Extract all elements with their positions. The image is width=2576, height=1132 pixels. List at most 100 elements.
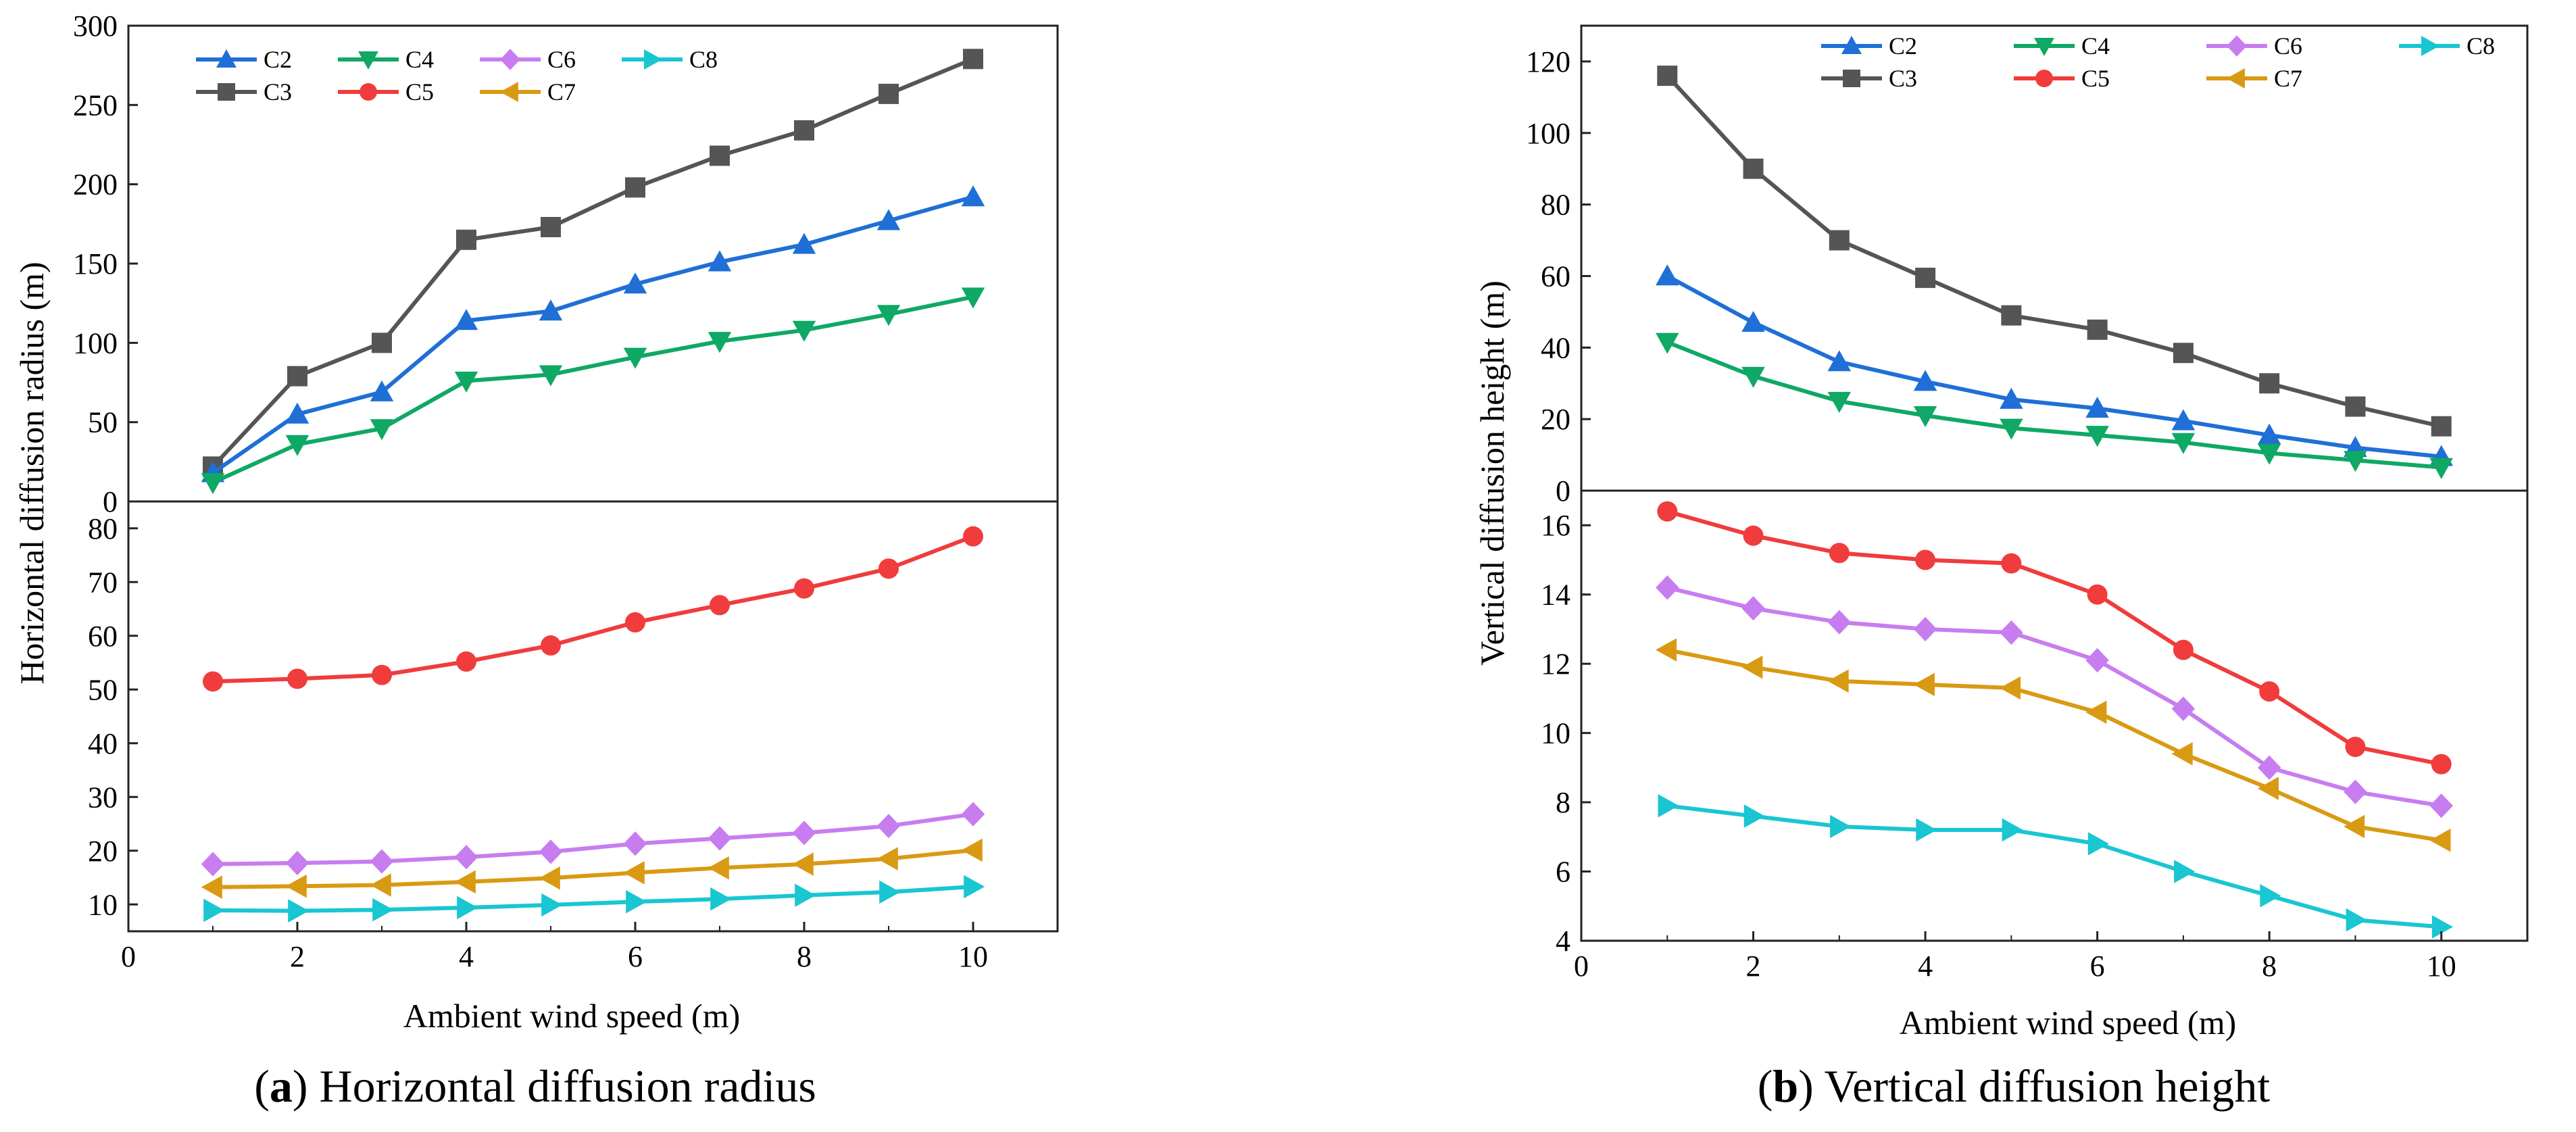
series-C7-point (2344, 814, 2365, 839)
series-C2-point (1913, 370, 1937, 391)
series-C6-line (212, 812, 974, 866)
series-C2-point (961, 185, 985, 207)
series-C4 (201, 287, 985, 495)
series-C5-point (2087, 584, 2108, 605)
series-C6-point (961, 802, 985, 827)
series-C3-point (287, 366, 307, 387)
series-C5-point (1657, 501, 1678, 522)
series-C7-point (1827, 669, 1849, 693)
series-C4-point (623, 347, 647, 369)
series-C3-point (372, 333, 392, 353)
series-C4-point (1656, 333, 1679, 354)
series-C5-point (1743, 525, 1764, 546)
legend-item-C5: C5 (338, 78, 434, 105)
legend-C6-label: C6 (547, 46, 576, 73)
legend-C2-label: C2 (1889, 32, 1917, 59)
series-C3-point (1915, 268, 1936, 289)
chart-a-bottom-ytick-label: 60 (88, 620, 118, 653)
legend-C3-label: C3 (1889, 65, 1917, 92)
series-C4-point (2000, 418, 2023, 440)
chart-b-xtick-label: 6 (2090, 950, 2105, 983)
series-C8-point (2431, 915, 2453, 939)
series-C6-point (1913, 616, 1937, 642)
series-C4-point (1913, 406, 1937, 428)
series-C7-point (623, 861, 645, 885)
chart-b-xtick-label: 4 (1918, 950, 1933, 983)
legend-item-C8: C8 (2399, 32, 2495, 59)
legend-item-C8: C8 (622, 46, 718, 73)
series-C3-point (456, 229, 476, 250)
series-C4-point (370, 419, 394, 441)
series-C6-point (1656, 575, 1679, 600)
chart-a-bottom-ytick-label: 10 (88, 888, 118, 921)
series-C7-point (1741, 656, 1763, 679)
series-C5-point (1915, 549, 1936, 570)
series-C3-point (2001, 305, 2022, 326)
chart-b-legend: C2 C4 C6 C8 C3 C5 C7 (1821, 32, 2495, 92)
series-C5-point (2001, 553, 2022, 574)
legend-C8-label: C8 (689, 46, 718, 73)
legend-C5-label: C5 (2081, 65, 2110, 92)
chart-b-x-axis-title: Ambient wind speed (m) (1900, 1004, 2237, 1041)
chart-b-top-ytick-label: 40 (1541, 331, 1570, 364)
series-C6-point (2429, 793, 2453, 818)
series-C6-point (2257, 755, 2281, 780)
chart-b-xtick-label: 10 (2427, 950, 2456, 983)
series-C3-point (878, 83, 899, 104)
chart-a-top-ytick-label: 50 (88, 406, 118, 439)
series-C3-point (1829, 230, 1850, 251)
series-C3-point (1743, 158, 1764, 179)
series-C7-point (792, 852, 814, 876)
legend-C7-marker (2227, 68, 2245, 89)
series-C3-point (794, 120, 814, 141)
series-C5-line (1666, 509, 2442, 766)
chart-b-bottom-ytick-label: 8 (1556, 786, 1570, 819)
chart-b-xtick-label: 8 (2262, 950, 2277, 983)
series-C4-point (201, 473, 225, 495)
series-C5-point (203, 671, 223, 692)
chart-a-bottom-frame (127, 500, 1059, 933)
series-C5-point (541, 635, 561, 656)
series-C7-line (1666, 647, 2442, 843)
legend-C7-marker (500, 82, 518, 102)
series-C7-point (1913, 672, 1935, 697)
series-C7-point (2429, 829, 2451, 852)
legend-C3-marker (218, 83, 235, 101)
legend-C5-marker (360, 83, 377, 101)
series-C5 (203, 526, 983, 692)
series-C7-point (201, 875, 222, 900)
series-C3-point (2431, 416, 2452, 437)
chart-b-bottom-ytick-label: 10 (1541, 717, 1570, 750)
legend-C4-label: C4 (2081, 32, 2110, 59)
series-C4-line (1666, 340, 2442, 470)
series-C5-point (878, 558, 899, 579)
chart-a-panel-top: 0 50 100 150 200 250 300 (73, 9, 1059, 518)
chart-a-bottom-ytick-label: 50 (88, 673, 118, 706)
chart-a-bottom-ytick-label: 80 (88, 512, 118, 545)
chart-b-top-ytick-label: 80 (1541, 189, 1570, 222)
chart-b-bottom-ytick-label: 4 (1556, 925, 1570, 958)
series-C4-point (2085, 426, 2109, 447)
series-C2-line (212, 195, 974, 475)
series-C4-point (961, 287, 985, 309)
series-C7-point (876, 847, 898, 870)
legend-C5-label: C5 (405, 78, 434, 105)
chart-a-top-ytick-label: 250 (73, 89, 118, 122)
series-C8-point (541, 893, 563, 917)
series-C7-point (2257, 777, 2279, 800)
chart-b-bottom-ytick-label: 16 (1541, 509, 1570, 542)
series-C3-point (541, 217, 561, 238)
series-C3-point (2173, 343, 2194, 364)
chart-b-panel-top: 0 20 40 60 80 100 120 (1526, 24, 2529, 508)
series-C2-point (539, 299, 563, 321)
series-C8-point (2260, 884, 2281, 908)
chart-a-bottom-ytick-label: 30 (88, 781, 118, 814)
chart-b-top-ytick-label: 120 (1526, 45, 1570, 78)
series-C6-point (285, 850, 309, 876)
series-C3-point (2259, 373, 2280, 394)
series-C6-line (1666, 585, 2442, 808)
legend-C5-marker (2035, 70, 2053, 87)
